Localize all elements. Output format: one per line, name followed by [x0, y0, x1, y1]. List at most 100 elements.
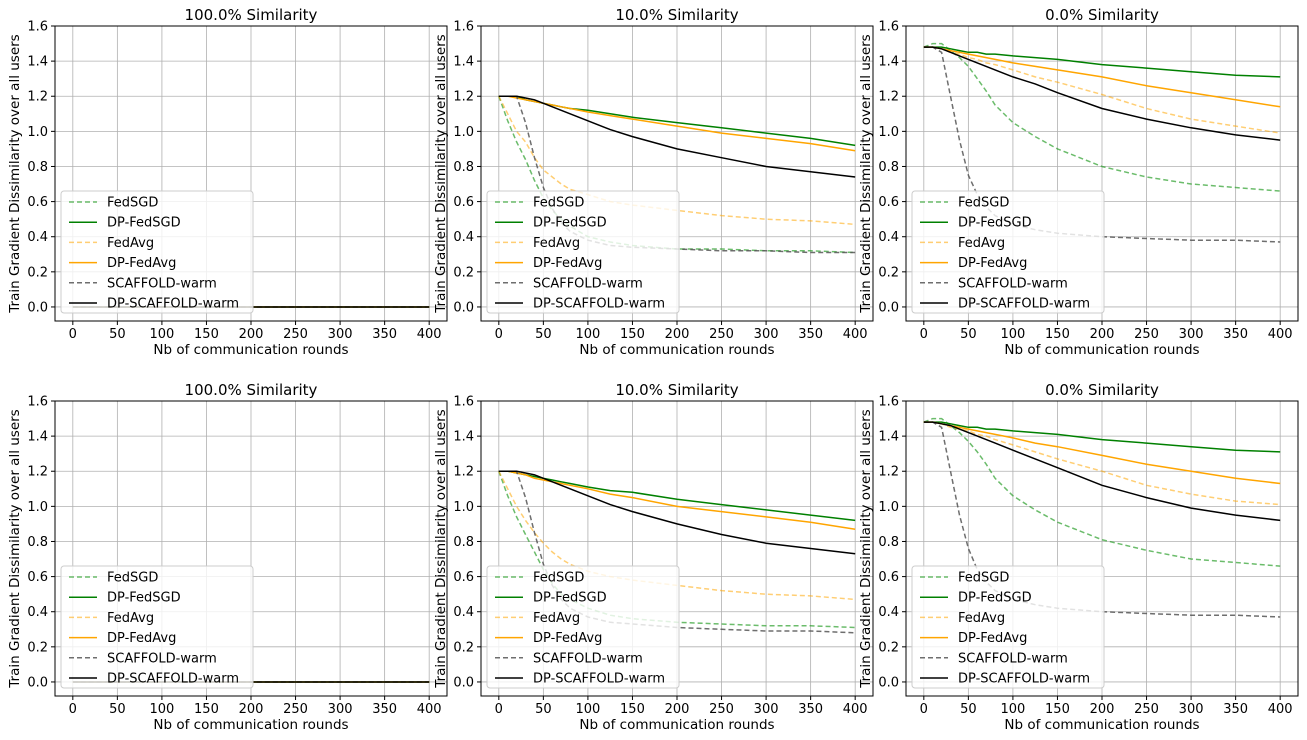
y-tick-label: 0.6 [453, 570, 474, 585]
legend-label: FedSGD [958, 196, 1009, 211]
series-group [923, 42, 1281, 243]
y-tick-label: 0.2 [453, 640, 474, 655]
series-line-dp-scaffold-warm [923, 421, 1281, 522]
chart-title: 100.0% Similarity [185, 6, 318, 24]
legend-box [60, 565, 254, 689]
chart-panel-4: 0 50 100 150 200 250 300 350 400 0.0 0.2 0.4 0.6 0.8 1… [7, 381, 448, 733]
x-tick-label: 400 [417, 327, 442, 342]
series-line-dp-fedavg [498, 470, 856, 530]
y-tick-label: 0.2 [878, 265, 899, 280]
x-tick-label: 250 [709, 327, 734, 342]
y-tick-label: 1.4 [27, 55, 48, 70]
x-tick-label: 350 [798, 702, 823, 717]
series-line-scaffold-warm [498, 95, 856, 254]
chart-panel-2: 0 50 100 150 200 250 300 350 400 0.0 0.2 0.4 0.6 0.8 1… [433, 6, 874, 358]
y-axis-label: Train Gradient Dissimilarity over all us… [7, 34, 23, 313]
series-line-dp-fedavg [498, 95, 856, 152]
legend-box [911, 565, 1105, 689]
x-tick-label: 150 [1045, 702, 1070, 717]
x-tick-label: 350 [1223, 327, 1248, 342]
y-tick-label: 1.6 [27, 395, 48, 410]
x-tick-label: 350 [372, 327, 397, 342]
y-tick-label: 0.0 [878, 675, 899, 690]
x-tick-label: 100 [575, 702, 600, 717]
legend-label: FedAvg [107, 611, 154, 626]
x-tick-label: 350 [372, 702, 397, 717]
y-tick-label: 1.4 [453, 55, 474, 70]
y-tick-label: 1.2 [27, 465, 48, 480]
y-tick-label: 0.0 [27, 300, 48, 315]
series-line-fedsgd [498, 95, 856, 254]
y-tick-label: 0.4 [878, 230, 899, 245]
x-tick-label: 200 [1090, 702, 1115, 717]
chart-title: 0.0% Similarity [1045, 6, 1159, 24]
legend-label: FedAvg [107, 236, 154, 251]
legend-label: FedAvg [533, 611, 580, 626]
series-line-dp-fedsgd [923, 46, 1281, 78]
y-tick-label: 0.2 [27, 640, 48, 655]
y-axis-label: Train Gradient Dissimilarity over all us… [858, 409, 874, 688]
y-tick-label: 1.2 [453, 90, 474, 105]
chart-panel-6: 0 50 100 150 200 250 300 350 400 0.0 0.2 0.4 0.6 0.8 1… [858, 381, 1299, 733]
series-line-fedavg [498, 95, 856, 226]
y-tick-label: 0.0 [453, 675, 474, 690]
y-tick-label: 1.0 [27, 125, 48, 140]
y-tick-label: 1.0 [453, 500, 474, 515]
y-tick-label: 0.0 [27, 675, 48, 690]
legend-label: SCAFFOLD-warm [533, 276, 643, 291]
y-tick-label: 0.6 [878, 195, 899, 210]
x-tick-label: 0 [495, 702, 503, 717]
y-tick-label: 1.0 [27, 500, 48, 515]
legend-label: DP-SCAFFOLD-warm [107, 297, 239, 312]
y-tick-label: 1.6 [453, 395, 474, 410]
legend-label: DP-FedSGD [533, 216, 607, 231]
x-tick-label: 300 [754, 327, 779, 342]
y-tick-label: 1.6 [27, 20, 48, 35]
x-tick-label: 300 [1179, 327, 1204, 342]
chart-title: 10.0% Similarity [615, 6, 738, 24]
legend-label: DP-FedAvg [107, 631, 176, 646]
series-line-dp-scaffold-warm [498, 95, 856, 178]
y-tick-label: 0.2 [878, 640, 899, 655]
legend: FedSGD DP-FedSGD FedAvg DP-FedAvg SCAFFOLD-w… [911, 565, 1105, 689]
chart-title: 100.0% Similarity [185, 381, 318, 399]
series-line-scaffold-warm [498, 470, 856, 634]
y-axis-label: Train Gradient Dissimilarity over all us… [858, 34, 874, 313]
y-tick-label: 0.8 [878, 535, 899, 550]
x-tick-label: 250 [709, 702, 734, 717]
y-tick-label: 0.6 [453, 195, 474, 210]
y-tick-label: 1.0 [878, 125, 899, 140]
x-tick-label: 100 [1000, 327, 1025, 342]
x-tick-label: 350 [798, 327, 823, 342]
y-tick-label: 0.8 [453, 535, 474, 550]
x-tick-label: 150 [194, 327, 219, 342]
chart-panel-1: 0 50 100 150 200 250 300 350 400 0.0 0.2 0.4 0.6 0.8 1… [7, 6, 448, 358]
legend-box [486, 565, 680, 689]
legend-label: FedSGD [107, 196, 158, 211]
x-tick-label: 400 [843, 702, 868, 717]
x-tick-label: 200 [1090, 327, 1115, 342]
legend-label: DP-SCAFFOLD-warm [533, 672, 665, 687]
x-axis-label: Nb of communication rounds [153, 342, 348, 358]
x-tick-label: 250 [1134, 702, 1159, 717]
y-tick-label: 1.4 [878, 430, 899, 445]
series-line-dp-scaffold-warm [498, 470, 856, 555]
legend-box [60, 190, 254, 314]
legend-label: DP-SCAFFOLD-warm [958, 297, 1090, 312]
legend-label: FedSGD [533, 571, 584, 586]
x-tick-label: 0 [920, 702, 928, 717]
y-tick-label: 1.2 [878, 90, 899, 105]
x-tick-label: 200 [665, 702, 690, 717]
y-tick-label: 0.2 [27, 265, 48, 280]
legend-label: SCAFFOLD-warm [958, 276, 1068, 291]
y-tick-label: 0.6 [878, 570, 899, 585]
legend-label: DP-SCAFFOLD-warm [107, 672, 239, 687]
legend-label: FedAvg [958, 611, 1005, 626]
y-tick-label: 1.6 [453, 20, 474, 35]
x-tick-label: 100 [1000, 702, 1025, 717]
legend-label: DP-FedSGD [533, 591, 607, 606]
y-tick-label: 0.8 [878, 160, 899, 175]
x-tick-label: 150 [620, 702, 645, 717]
legend: FedSGD DP-FedSGD FedAvg DP-FedAvg SCAFFOLD-w… [60, 190, 254, 314]
